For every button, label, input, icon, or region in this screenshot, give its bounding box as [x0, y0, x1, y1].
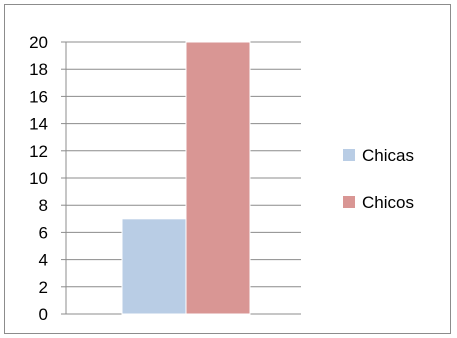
- y-tick-label: 14: [29, 115, 48, 134]
- legend-swatch-chicos: [343, 196, 355, 208]
- legend-swatch-chicas: [343, 149, 355, 161]
- y-axis: 0 2 4 6 8 10 12 14 16 18 20: [29, 33, 67, 324]
- y-tick-label: 12: [29, 142, 48, 161]
- bars: [121, 41, 251, 315]
- y-tick-label: 6: [39, 223, 48, 242]
- y-tick-label: 16: [29, 87, 48, 106]
- y-tick-label: 8: [39, 196, 48, 215]
- legend-label-chicos: Chicos: [362, 193, 414, 212]
- y-tick-label: 20: [29, 33, 48, 52]
- y-tick-label: 2: [39, 278, 48, 297]
- y-tick-label: 0: [39, 305, 48, 324]
- bar-chicos: [185, 41, 251, 315]
- y-tick-label: 18: [29, 60, 48, 79]
- y-tick-label: 4: [39, 251, 48, 270]
- legend-label-chicas: Chicas: [362, 146, 414, 165]
- gridlines: [66, 41, 301, 315]
- bar-chicas: [121, 218, 187, 315]
- legend: Chicas Chicos: [343, 146, 414, 212]
- y-tick-label: 10: [29, 169, 48, 188]
